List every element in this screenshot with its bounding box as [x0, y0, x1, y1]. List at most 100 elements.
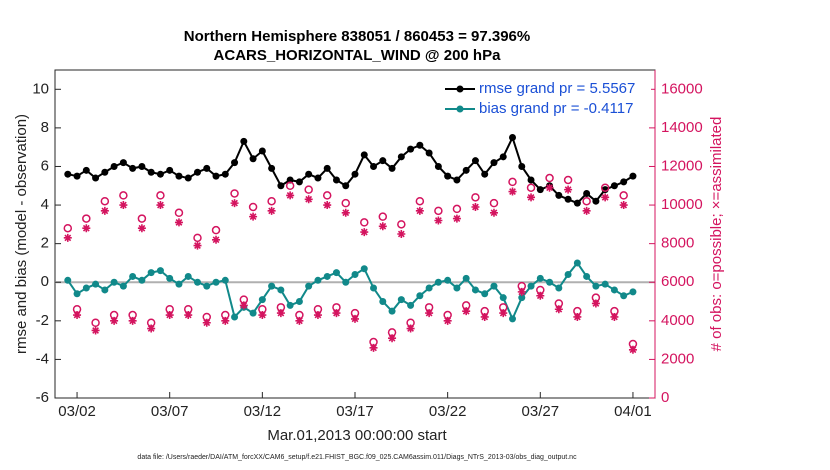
- obs-assimilated: [397, 230, 406, 238]
- point: [462, 274, 470, 282]
- y2-tick-label: 14000: [661, 119, 703, 136]
- point: [231, 313, 239, 321]
- point: [147, 168, 155, 176]
- obs-assimilated: [341, 208, 350, 217]
- point: [583, 189, 591, 197]
- point: [295, 178, 303, 186]
- obs-assimilated: [601, 193, 610, 202]
- point: [110, 278, 118, 286]
- point: [610, 182, 618, 190]
- point: [453, 284, 461, 292]
- point: [175, 172, 183, 180]
- point: [268, 282, 276, 290]
- y2-tick-label: 4000: [661, 312, 694, 329]
- x-tick-label: 03/12: [244, 403, 282, 420]
- obs-assimilated: [360, 228, 369, 237]
- obs-possible: [230, 189, 239, 198]
- point: [268, 164, 276, 172]
- point: [249, 155, 257, 163]
- obs-assimilated: [425, 309, 434, 318]
- point: [536, 186, 544, 194]
- obs-assimilated: [323, 201, 332, 210]
- point: [388, 164, 396, 172]
- point: [471, 286, 479, 294]
- point: [610, 286, 618, 294]
- point: [221, 170, 229, 178]
- y-tick-label: -4: [36, 350, 49, 367]
- point: [129, 272, 137, 280]
- y2-tick-label: 10000: [661, 196, 703, 213]
- y-tick-label: 4: [41, 196, 49, 213]
- point: [212, 278, 220, 286]
- obs-possible: [582, 196, 591, 206]
- obs-assimilated: [128, 316, 137, 325]
- obs-possible: [600, 183, 610, 192]
- point: [323, 164, 331, 172]
- obs-assimilated: [221, 316, 230, 325]
- obs-assimilated: [536, 291, 545, 300]
- point: [240, 137, 248, 145]
- point: [499, 294, 507, 302]
- y2-tick-label: 8000: [661, 235, 694, 252]
- point: [101, 286, 109, 294]
- obs-assimilated: [276, 309, 285, 318]
- y2-tick-label: 12000: [661, 157, 703, 174]
- point: [203, 164, 211, 172]
- obs-assimilated: [388, 334, 397, 343]
- obs-possible: [452, 204, 462, 214]
- point: [564, 271, 572, 279]
- point: [536, 274, 544, 282]
- point: [481, 290, 489, 298]
- y-tick-label: 0: [41, 273, 49, 290]
- obs-possible: [91, 318, 100, 328]
- y2-tick-label: 16000: [661, 80, 703, 97]
- point: [129, 164, 137, 172]
- point: [388, 307, 396, 315]
- obs-assimilated: [174, 218, 183, 227]
- obs-possible: [119, 191, 128, 200]
- x-tick-label: 03/27: [522, 403, 560, 420]
- point: [462, 166, 470, 174]
- y-tick-label: 10: [32, 80, 49, 97]
- point: [407, 301, 415, 309]
- point: [193, 278, 201, 286]
- point: [314, 276, 322, 284]
- point: [323, 272, 331, 280]
- point: [499, 153, 507, 161]
- obs-assimilated: [110, 316, 119, 325]
- obs-assimilated: [443, 316, 452, 325]
- obs-possible: [619, 191, 628, 200]
- point: [156, 170, 164, 178]
- chart-subtitle: ACARS_HORIZONTAL_WIND @ 200 hPa: [214, 47, 502, 64]
- point: [620, 292, 628, 300]
- point: [314, 174, 322, 182]
- obs-possible: [267, 196, 276, 206]
- point: [258, 296, 266, 304]
- legend-label: bias grand pr = -0.4117: [479, 100, 633, 117]
- obs-possible: [248, 202, 258, 212]
- obs-assimilated: [582, 206, 591, 215]
- point: [360, 265, 368, 273]
- point: [416, 292, 424, 300]
- obs-assimilated: [471, 202, 480, 211]
- chart-title: Northern Hemisphere 838051 / 860453 = 97…: [184, 28, 530, 45]
- y2-tick-label: 0: [661, 389, 669, 406]
- point: [342, 182, 350, 190]
- obs-assimilated: [239, 301, 248, 310]
- point: [453, 176, 461, 184]
- point: [555, 284, 563, 292]
- point: [370, 284, 378, 292]
- point: [629, 288, 637, 296]
- obs-assimilated: [591, 299, 600, 308]
- obs-assimilated: [628, 345, 637, 354]
- obs-possible: [137, 214, 147, 223]
- obs-assimilated: [73, 311, 82, 320]
- obs-assimilated: [517, 287, 526, 296]
- point: [277, 182, 285, 190]
- point: [518, 294, 526, 302]
- obs-assimilated: [554, 305, 563, 314]
- point: [203, 282, 211, 290]
- y2-tick-label: 2000: [661, 350, 694, 367]
- obs-possible: [508, 177, 517, 187]
- point: [156, 267, 164, 275]
